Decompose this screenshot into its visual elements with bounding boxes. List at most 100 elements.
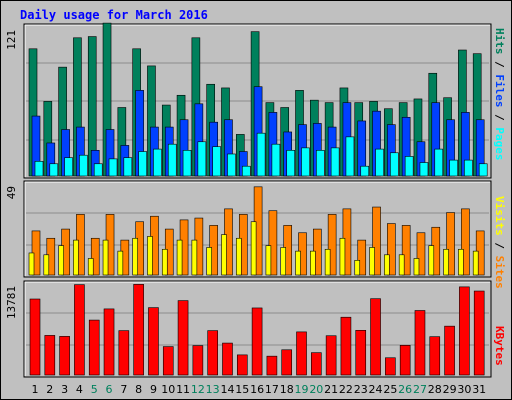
bar-pages-day-17 xyxy=(271,143,281,177)
bar-visits-day-12 xyxy=(191,239,198,276)
bar-kbytes-day-17 xyxy=(266,355,278,376)
bar-visits-day-24 xyxy=(369,247,375,276)
bar-kbytes-day-25 xyxy=(385,357,396,376)
bar-kbytes-day-21 xyxy=(325,335,337,376)
legend-visits-sites: Visits / Sites xyxy=(493,196,506,289)
bar-visits-day-7 xyxy=(117,250,124,276)
legend-kbytes: KBytes xyxy=(493,326,506,366)
bar-visits-day-23 xyxy=(354,260,361,276)
bar-visits-day-15 xyxy=(235,237,242,276)
bar-visits-day-20 xyxy=(310,250,316,276)
bar-kbytes-day-14 xyxy=(222,342,233,376)
bar-pages-day-9 xyxy=(153,148,162,177)
x-label-day-5: 5 xyxy=(91,383,98,396)
bar-pages-day-11 xyxy=(182,150,192,177)
bar-sites-day-29 xyxy=(446,212,455,276)
legend-hits-files-pages: Hits / Files / Pages xyxy=(493,28,506,161)
legend-hits-files-pages-files: Files xyxy=(493,74,506,107)
x-label-day-16: 16 xyxy=(250,383,264,396)
bar-kbytes-day-9 xyxy=(148,307,159,376)
x-label-day-10: 10 xyxy=(161,383,175,396)
legend-hits-files-pages-hits: Hits xyxy=(493,28,506,55)
bar-kbytes-day-24 xyxy=(370,298,381,376)
bar-pages-day-20 xyxy=(316,150,325,177)
bar-pages-day-13 xyxy=(212,146,221,177)
x-label-day-27: 27 xyxy=(413,383,427,396)
bar-pages-day-18 xyxy=(286,150,296,177)
x-label-day-25: 25 xyxy=(383,383,397,396)
legend-hits-files-pages-separator: / xyxy=(493,55,506,75)
panel-hits-files-pages: 121 xyxy=(5,22,492,179)
x-label-day-7: 7 xyxy=(120,383,127,396)
bar-kbytes-day-10 xyxy=(162,346,174,376)
bar-kbytes-day-27 xyxy=(414,310,426,376)
bar-visits-day-18 xyxy=(280,247,287,276)
x-label-day-6: 6 xyxy=(106,383,113,396)
bar-visits-day-30 xyxy=(458,248,464,276)
bar-kbytes-day-16 xyxy=(251,307,263,376)
legend-kbytes-kbytes: KBytes xyxy=(493,326,506,366)
bar-kbytes-day-31 xyxy=(473,290,485,376)
x-label-day-20: 20 xyxy=(309,383,323,396)
bar-pages-day-4 xyxy=(79,154,88,177)
bar-sites-day-27 xyxy=(416,232,426,276)
x-label-day-13: 13 xyxy=(206,383,220,396)
x-label-day-1: 1 xyxy=(32,383,39,396)
x-axis-labels: 1 2 3 4 5 6 7 8 9 10 11 12 13 14 15 16 17 18 19 20 21 22 23 24 2… xyxy=(32,383,487,396)
bar-visits-day-11 xyxy=(176,239,183,276)
bar-pages-day-21 xyxy=(330,147,340,177)
bar-sites-day-25 xyxy=(387,223,396,276)
x-label-day-2: 2 xyxy=(46,383,53,396)
bar-visits-day-1 xyxy=(28,252,35,276)
bar-kbytes-day-7 xyxy=(118,330,130,376)
bar-kbytes-day-23 xyxy=(355,330,367,376)
bar-pages-day-24 xyxy=(375,148,384,177)
bar-kbytes-day-11 xyxy=(177,300,189,376)
bar-kbytes-day-1 xyxy=(29,298,41,376)
x-label-day-24: 24 xyxy=(369,383,383,396)
bar-kbytes-day-6 xyxy=(103,308,115,376)
bar-kbytes-day-8 xyxy=(133,284,144,376)
bar-kbytes-day-15 xyxy=(236,354,248,376)
bar-sites-day-5 xyxy=(90,237,100,276)
bar-pages-day-22 xyxy=(345,136,355,177)
bar-pages-day-10 xyxy=(167,143,177,177)
bar-pages-day-3 xyxy=(64,157,73,177)
x-label-day-8: 8 xyxy=(135,383,142,396)
bar-pages-day-19 xyxy=(301,147,310,177)
panel-0-ymax-label: 121 xyxy=(5,30,18,50)
bar-visits-day-6 xyxy=(102,239,109,276)
bar-sites-day-23 xyxy=(357,239,367,276)
legend-hits-files-pages-pages: Pages xyxy=(493,127,506,160)
x-label-day-26: 26 xyxy=(398,383,412,396)
bar-sites-day-26 xyxy=(401,225,411,276)
bar-kbytes-day-3 xyxy=(59,336,70,376)
bar-sites-day-21 xyxy=(327,214,337,276)
bar-pages-day-15 xyxy=(241,165,251,177)
x-label-day-14: 14 xyxy=(220,383,234,396)
bar-kbytes-day-18 xyxy=(281,349,293,376)
x-label-day-28: 28 xyxy=(428,383,442,396)
bar-visits-day-28 xyxy=(428,245,435,276)
bar-visits-day-4 xyxy=(73,239,79,276)
bar-visits-day-9 xyxy=(147,236,153,276)
bar-kbytes-day-13 xyxy=(207,330,218,376)
panel-sites-visits: 49 xyxy=(5,180,492,278)
x-label-day-23: 23 xyxy=(354,383,368,396)
bar-sites-day-17 xyxy=(268,210,278,276)
bar-visits-day-3 xyxy=(58,245,64,276)
bar-pages-day-8 xyxy=(138,151,147,177)
bar-kbytes-day-2 xyxy=(44,335,56,376)
bar-pages-day-6 xyxy=(108,158,118,177)
x-label-day-9: 9 xyxy=(150,383,157,396)
bar-pages-day-7 xyxy=(123,157,133,177)
x-label-day-11: 11 xyxy=(176,383,190,396)
bar-kbytes-day-30 xyxy=(459,286,470,376)
x-label-day-30: 30 xyxy=(457,383,471,396)
bar-pages-day-25 xyxy=(390,152,399,177)
panel-2-ymax-label: 13781 xyxy=(5,286,18,319)
bar-sites-day-30 xyxy=(461,208,470,276)
bar-kbytes-day-22 xyxy=(340,316,352,376)
bar-pages-day-31 xyxy=(478,163,488,177)
